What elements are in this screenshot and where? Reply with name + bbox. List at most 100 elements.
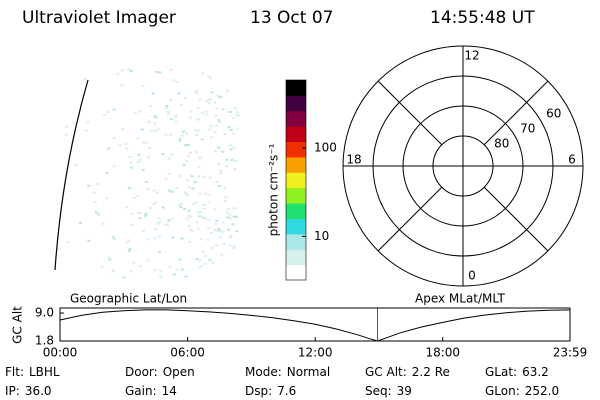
- aurora-pixel: [168, 189, 172, 192]
- aurora-pixel: [207, 218, 211, 221]
- aurora-pixel: [233, 168, 237, 171]
- aurora-pixel: [155, 70, 159, 73]
- aurora-pixel: [175, 268, 179, 271]
- aurora-pixel: [215, 244, 218, 247]
- aurora-pixel: [149, 129, 153, 132]
- aurora-pixel: [187, 186, 191, 189]
- info-label: Door:: [125, 365, 158, 379]
- polar-spoke: [377, 80, 443, 146]
- aurora-pixel: [216, 146, 220, 149]
- aurora-pixel: [130, 223, 134, 226]
- aurora-pixel: [147, 120, 151, 123]
- aurora-pixel: [186, 155, 190, 158]
- aurora-pixel: [207, 226, 211, 229]
- aurora-pixel: [106, 111, 110, 114]
- aurora-pixel: [168, 133, 172, 136]
- aurora-pixel: [125, 147, 129, 150]
- aurora-pixel: [183, 96, 187, 99]
- aurora-pixel: [223, 133, 227, 136]
- aurora-pixel: [155, 191, 159, 194]
- aurora-pixel: [78, 221, 82, 224]
- aurora-pixel: [142, 141, 146, 144]
- aurora-pixel: [202, 175, 206, 178]
- aurora-pixel: [175, 81, 179, 83]
- info-label: Gain:: [125, 384, 157, 398]
- aurora-pixel: [187, 215, 191, 218]
- aurora-pixel: [226, 208, 230, 211]
- aurora-pixel: [221, 230, 225, 233]
- aurora-pixel: [161, 206, 165, 209]
- aurora-pixel: [132, 197, 136, 199]
- aurora-pixel: [172, 273, 176, 276]
- aurora-pixel: [144, 212, 148, 215]
- aurora-pixel: [228, 144, 232, 147]
- aurora-pixel: [231, 116, 235, 119]
- aurora-pixel: [178, 174, 182, 177]
- aurora-pixel: [138, 211, 142, 214]
- aurora-pixel: [224, 196, 228, 199]
- aurora-pixel: [125, 241, 129, 244]
- info-value: 39: [397, 384, 412, 398]
- aurora-pixel: [168, 266, 172, 269]
- aurora-pixel: [220, 253, 224, 256]
- info-value: 14: [162, 384, 177, 398]
- aurora-pixel: [169, 118, 173, 120]
- polar-mlt-label: 6: [568, 153, 576, 167]
- aurora-pixel: [171, 236, 175, 239]
- aurora-pixel: [179, 202, 183, 205]
- info-field: Gain: 14: [125, 384, 177, 398]
- info-value: Normal: [287, 365, 330, 379]
- aurora-pixel: [233, 107, 237, 110]
- aurora-pixel: [127, 187, 131, 190]
- aurora-pixel: [217, 163, 221, 166]
- aurora-pixel: [177, 92, 181, 95]
- aurora-pixel: [185, 194, 189, 197]
- aurora-pixel: [183, 191, 187, 194]
- info-label: Flt:: [5, 365, 24, 379]
- time: 14:55:48 UT: [430, 8, 535, 28]
- aurora-pixel: [195, 258, 199, 260]
- aurora-pixel: [195, 133, 198, 136]
- aurora-pixel: [204, 255, 207, 258]
- polar-ring-label: 80: [494, 137, 509, 151]
- aurora-pixel: [185, 160, 189, 163]
- aurora-pixel: [127, 250, 131, 253]
- aurora-pixel: [112, 237, 116, 240]
- aurora-pixel: [218, 121, 222, 124]
- aurora-pixel: [215, 107, 219, 110]
- aurora-pixel: [143, 214, 147, 217]
- info-value: 36.0: [25, 384, 52, 398]
- aurora-pixel: [167, 219, 171, 222]
- aurora-pixel: [234, 215, 238, 218]
- aurora-pixel: [180, 268, 184, 271]
- aurora-pixel: [96, 183, 100, 185]
- aurora-pixel: [120, 69, 124, 72]
- aurora-pixel: [196, 107, 200, 109]
- aurora-pixel: [169, 68, 173, 71]
- aurora-pixel: [141, 168, 145, 171]
- info-field: IP: 36.0: [5, 384, 52, 398]
- aurora-pixel: [124, 143, 128, 145]
- x-tick-label: 12:00: [298, 346, 333, 360]
- aurora-pixel: [219, 169, 223, 172]
- aurora-pixel: [184, 275, 188, 278]
- aurora-pixel: [173, 116, 177, 118]
- aurora-pixel: [196, 227, 200, 230]
- polar-mlt-label: 12: [464, 49, 479, 63]
- colorbar-swatch: [286, 80, 306, 96]
- aurora-pixel: [158, 221, 162, 224]
- aurora-pixel: [87, 184, 91, 187]
- aurora-pixel: [208, 128, 212, 131]
- aurora-pixel: [154, 116, 158, 119]
- aurora-pixel: [189, 215, 193, 218]
- aurora-pixel: [175, 114, 178, 117]
- aurora-pixel: [137, 153, 141, 156]
- aurora-pixel: [94, 211, 98, 214]
- aurora-pixel: [170, 153, 174, 156]
- aurora-pixel: [100, 265, 104, 268]
- aurora-pixel: [183, 208, 187, 210]
- colorbar-swatch: [286, 95, 306, 112]
- aurora-pixel: [194, 129, 198, 132]
- aurora-pixel: [87, 239, 91, 242]
- aurora-pixel: [175, 187, 179, 190]
